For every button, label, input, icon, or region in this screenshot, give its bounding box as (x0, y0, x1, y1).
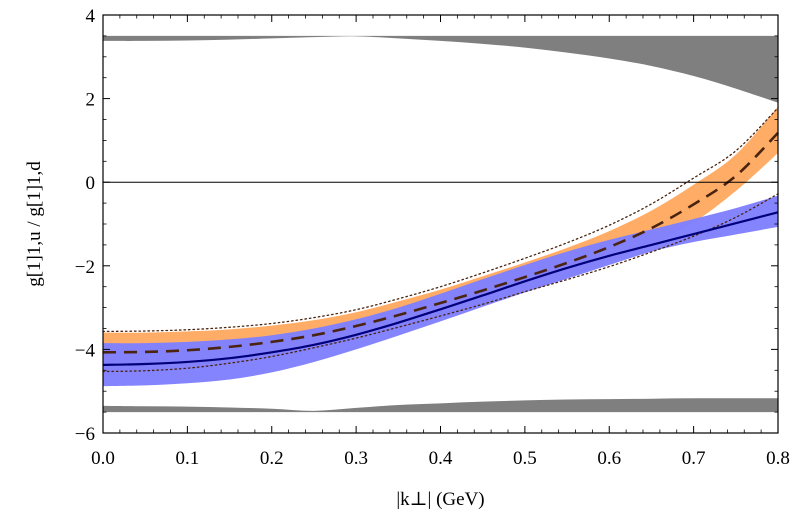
x-tick-label: 0.3 (344, 448, 368, 469)
tick-labels-layer: 0.0 0.1 0.2 0.3 0.4 0.5 0.6 0.7 0.8 −6 −4 −2 0 2 4 (75, 6, 790, 469)
y-tick-label: −2 (75, 257, 95, 278)
x-tick-label: 0.5 (513, 448, 537, 469)
x-axis-title: |k⊥| (GeV) (396, 489, 484, 510)
dotted-bound-line-1 (102, 107, 779, 333)
solid-central-line (102, 211, 779, 366)
y-tick-label: −6 (75, 424, 95, 445)
x-tick-label: 0.8 (766, 448, 790, 469)
x-tick-label: 0.2 (260, 448, 284, 469)
x-tick-label: 0.0 (91, 448, 115, 469)
y-tick-label: 2 (86, 90, 96, 111)
y-axis-title: g[1]1,u / g[1]1,d (24, 161, 45, 287)
blue-band (103, 195, 778, 387)
bands-layer (103, 35, 778, 413)
dashed-central-line (102, 131, 779, 354)
upper-gray-band (103, 35, 778, 103)
x-tick-label: 0.1 (176, 448, 200, 469)
dotted-bound-line-2 (102, 193, 779, 373)
y-tick-label: −4 (75, 340, 96, 361)
lower-gray-band (103, 398, 778, 413)
y-tick-label: 4 (86, 6, 96, 27)
lines-layer (102, 107, 779, 373)
x-tick-label: 0.4 (429, 448, 453, 469)
x-tick-label: 0.6 (597, 448, 621, 469)
y-tick-label: 0 (86, 173, 96, 194)
x-tick-label: 0.7 (682, 448, 706, 469)
ticks-layer (102, 14, 779, 434)
